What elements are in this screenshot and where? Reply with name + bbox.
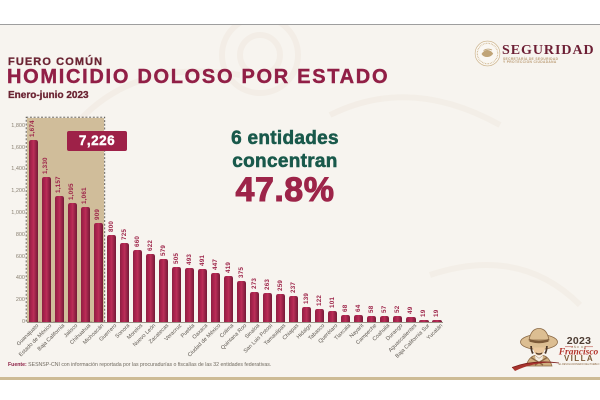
svg-text:VILLA: VILLA <box>564 354 594 363</box>
svg-text:Francisco: Francisco <box>558 348 599 358</box>
svg-text:EL REVOLUCIONARIO DEL PUEBLO: EL REVOLUCIONARIO DEL PUEBLO <box>559 363 600 366</box>
svg-text:2023: 2023 <box>567 335 592 347</box>
svg-text:AÑO DE: AÑO DE <box>571 344 587 349</box>
